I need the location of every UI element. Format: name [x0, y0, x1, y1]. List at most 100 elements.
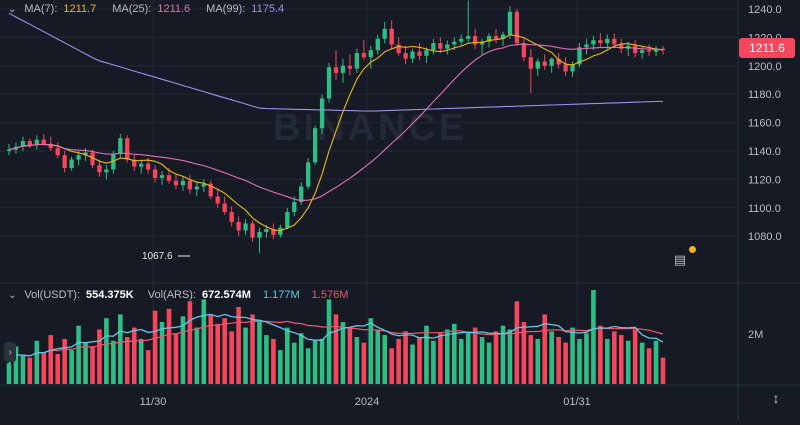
- volume-bar: [521, 321, 527, 384]
- chevron-right-icon[interactable]: ›: [4, 342, 16, 362]
- candle-body: [90, 152, 95, 166]
- candle-body: [173, 180, 179, 186]
- candle-body: [584, 44, 589, 48]
- candle-body: [250, 223, 255, 238]
- volume-bar: [612, 331, 617, 384]
- candle-body: [69, 159, 74, 169]
- candle-body: [382, 28, 387, 39]
- candle-body: [514, 11, 520, 44]
- order-book-icon[interactable]: ▤: [673, 252, 687, 267]
- candle-body: [375, 38, 380, 51]
- candle-body: [132, 159, 137, 167]
- volume-bar: [166, 308, 172, 384]
- volume-bar: [563, 342, 568, 384]
- time-axis[interactable]: 11/30 2024 01/31: [140, 396, 591, 408]
- candle-body: [556, 58, 561, 65]
- chevron-down-icon[interactable]: ⌄: [8, 289, 17, 301]
- candle-body: [361, 53, 366, 58]
- time-tick-label: 01/31: [563, 396, 591, 408]
- volume-bar: [291, 342, 297, 384]
- volume-bar: [361, 342, 367, 384]
- volume-bar: [62, 338, 67, 384]
- candle-body: [354, 53, 360, 69]
- volume-bar: [424, 325, 429, 384]
- candle-body: [257, 231, 262, 238]
- candle-body: [403, 53, 408, 59]
- low-price-marker: 1067.6: [142, 251, 190, 262]
- candle-body: [55, 148, 60, 156]
- volume-bar: [152, 310, 158, 384]
- fit-screen-icon[interactable]: ↕: [772, 390, 780, 406]
- price-tick-label: 1100.0: [748, 203, 781, 215]
- candle-body: [507, 11, 513, 35]
- volume-bar: [27, 357, 33, 384]
- volume-bar: [124, 337, 130, 384]
- price-tick-label: 1180.0: [748, 89, 781, 101]
- candle-body: [542, 61, 547, 66]
- volume-bar: [368, 318, 374, 384]
- vol-usdt-value: 554.375K: [86, 289, 134, 301]
- candle-body: [521, 43, 527, 58]
- vol-ma-a-value: 1.177M: [262, 289, 300, 301]
- volume-bar: [83, 342, 88, 384]
- candle-body: [201, 183, 206, 187]
- volume-bar: [97, 329, 102, 384]
- volume-bar: [639, 342, 645, 384]
- volume-bar: [243, 327, 248, 384]
- volume-bar: [6, 363, 12, 384]
- candle-body: [424, 50, 429, 56]
- volume-bar: [312, 340, 318, 384]
- price-tick-label: 1080.0: [748, 231, 782, 243]
- candle-body: [549, 58, 554, 66]
- volume-bar: [514, 301, 520, 384]
- volume-bar: [417, 337, 422, 384]
- volume-bar: [410, 344, 415, 384]
- volume-bar: [431, 340, 436, 384]
- candle-body: [264, 229, 269, 232]
- candle-body: [646, 50, 652, 52]
- volume-tick-label: 2M: [748, 329, 763, 341]
- price-axis[interactable]: 1240.01220.01200.01180.01160.01140.01120…: [748, 4, 782, 243]
- candle-body: [445, 44, 450, 49]
- volume-bar: [632, 329, 638, 384]
- candle-body: [166, 175, 172, 181]
- volume-bar: [507, 329, 513, 384]
- candle-body: [97, 165, 102, 173]
- volume-bar: [479, 337, 485, 384]
- candle-body: [472, 35, 478, 45]
- volume-bar: [598, 325, 603, 384]
- volume-bar: [493, 331, 499, 384]
- volume-bar: [69, 350, 74, 384]
- candle-body: [396, 44, 401, 54]
- candle-body: [493, 35, 499, 39]
- candle-body: [34, 139, 39, 146]
- candle-body: [145, 163, 151, 170]
- volume-bar: [236, 306, 241, 384]
- ma7-value: 1211.7: [63, 3, 97, 15]
- volume-bar: [90, 346, 95, 384]
- candle-body: [208, 183, 213, 197]
- candle-body: [368, 50, 373, 58]
- volume-bar: [187, 301, 193, 384]
- volume-bar: [445, 329, 450, 384]
- price-tick-label: 1200.0: [748, 61, 782, 73]
- main-legend: ⌄ MA(7): 1211.7 MA(25): 1211.6 MA(99): 1…: [8, 3, 284, 15]
- ma99-label: MA(99):: [206, 3, 246, 15]
- ma-lines: [8, 12, 664, 232]
- volume-bar: [138, 338, 144, 384]
- candle-body: [271, 229, 276, 235]
- ma25-label: MA(25):: [112, 3, 152, 15]
- volume-bar: [347, 327, 353, 384]
- time-tick-label: 2024: [355, 396, 379, 408]
- candle-body: [125, 138, 130, 160]
- ma7-label: MA(7):: [24, 3, 58, 15]
- volume-bar: [208, 314, 214, 384]
- candle-body: [104, 169, 109, 173]
- candle-body: [410, 51, 415, 59]
- candle-body: [528, 57, 533, 69]
- price-tick-label: 1120.0: [748, 174, 781, 186]
- chevron-down-icon[interactable]: ⌄: [8, 3, 17, 15]
